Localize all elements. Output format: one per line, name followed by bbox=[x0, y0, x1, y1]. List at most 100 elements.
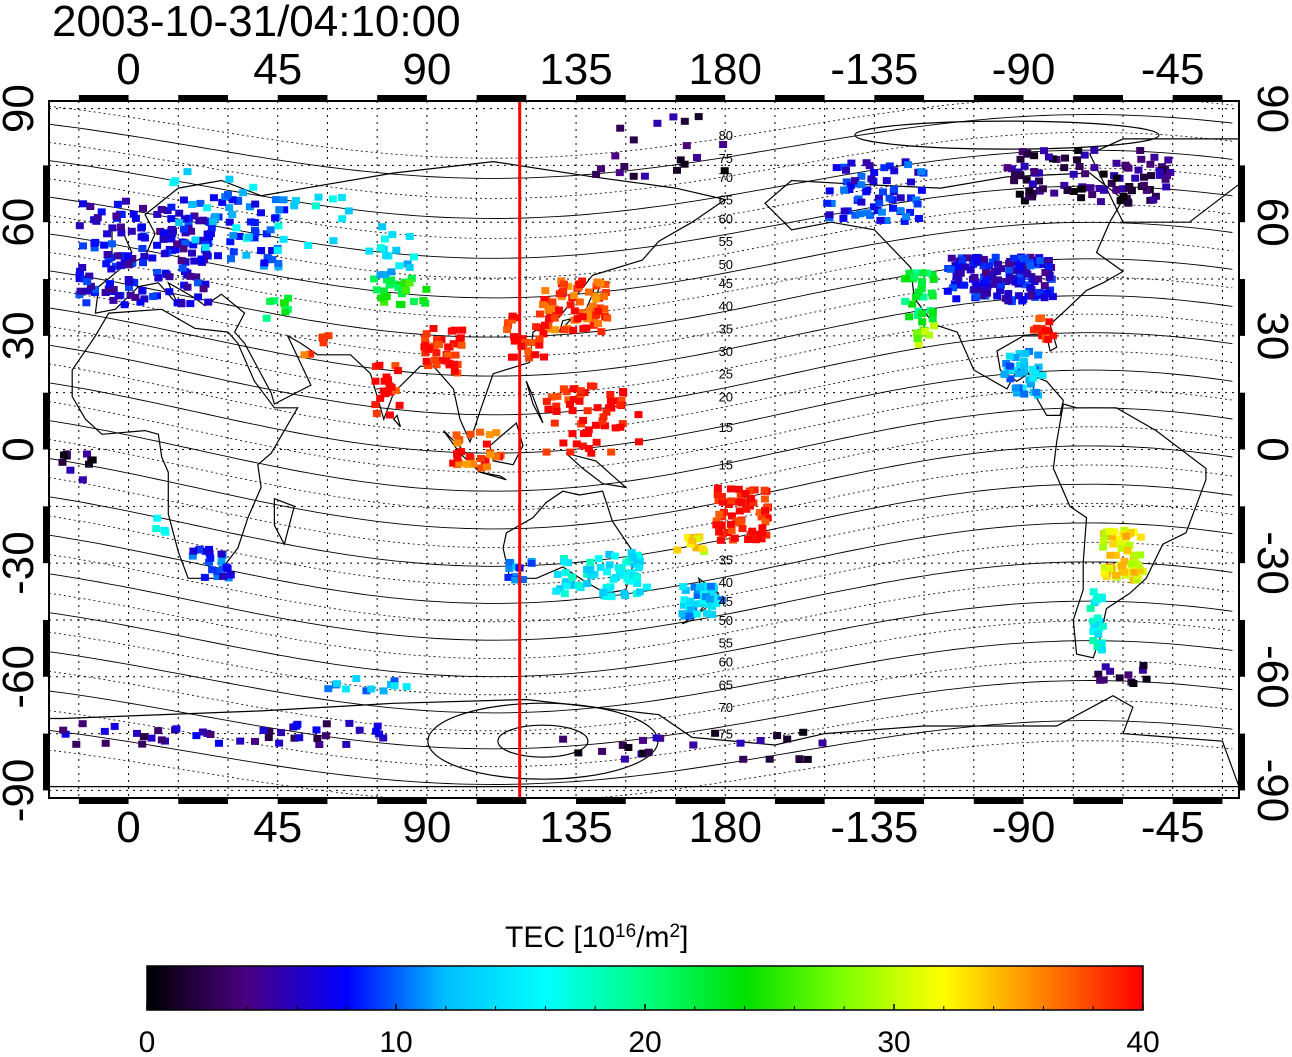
tec-cell bbox=[985, 262, 994, 270]
frame-bar bbox=[675, 798, 726, 804]
tec-cell bbox=[225, 204, 234, 212]
tec-cell bbox=[564, 282, 573, 290]
tec-cell bbox=[737, 517, 746, 525]
tec-cell bbox=[510, 333, 518, 341]
tec-cell bbox=[372, 410, 381, 417]
tec-cell bbox=[906, 208, 915, 216]
tec-cell bbox=[825, 187, 834, 195]
tec-cell bbox=[228, 211, 237, 219]
tec-cell bbox=[443, 352, 452, 360]
tec-cell bbox=[213, 568, 222, 576]
tec-cell bbox=[542, 448, 551, 456]
tec-cell bbox=[314, 193, 323, 201]
tec-cell bbox=[583, 580, 592, 588]
tec-cell bbox=[482, 440, 491, 448]
tec-cell bbox=[1161, 175, 1170, 183]
tec-cell bbox=[862, 188, 871, 196]
tec-cell bbox=[566, 400, 574, 408]
tec-cell bbox=[1111, 551, 1120, 559]
tec-cell bbox=[101, 739, 110, 747]
tec-cell bbox=[988, 258, 997, 266]
tec-cell bbox=[239, 189, 248, 197]
tec-cell bbox=[139, 733, 148, 741]
tec-cell bbox=[184, 223, 193, 231]
tec-cell bbox=[179, 196, 188, 204]
tec-cell bbox=[773, 732, 782, 739]
tec-cell bbox=[547, 393, 556, 401]
tec-cell bbox=[159, 235, 168, 243]
tec-cell bbox=[617, 396, 626, 404]
contour-label: 50 bbox=[719, 613, 733, 628]
tec-cell bbox=[129, 210, 138, 218]
tec-cell bbox=[168, 230, 177, 237]
tec-cell bbox=[160, 229, 169, 237]
tec-cell bbox=[758, 524, 767, 532]
tec-cell bbox=[103, 251, 112, 258]
tec-cell bbox=[1096, 676, 1105, 684]
frame-bar bbox=[43, 733, 49, 791]
tec-cell bbox=[257, 209, 265, 217]
tec-cell bbox=[264, 734, 273, 741]
tec-cell bbox=[492, 429, 501, 437]
tec-cell bbox=[508, 312, 517, 320]
tec-cell bbox=[630, 560, 639, 568]
tec-cell bbox=[386, 388, 395, 396]
tec-cell bbox=[1005, 362, 1014, 370]
tec-cell bbox=[1117, 562, 1126, 570]
tec-cell bbox=[727, 527, 736, 534]
tec-cell bbox=[271, 196, 280, 204]
tec-cell bbox=[328, 195, 337, 203]
tec-cell bbox=[504, 573, 513, 581]
tec-cell bbox=[518, 335, 527, 343]
tec-cell bbox=[803, 755, 812, 763]
tec-cell bbox=[544, 405, 553, 413]
tec-cell bbox=[643, 583, 651, 591]
tec-cell bbox=[591, 421, 600, 429]
tec-cell bbox=[1106, 667, 1115, 675]
tec-cell bbox=[750, 486, 759, 494]
tec-cell bbox=[453, 450, 461, 458]
tec-cell bbox=[718, 498, 727, 506]
tec-cell bbox=[402, 683, 411, 691]
tec-cell bbox=[1016, 155, 1025, 163]
coastline bbox=[525, 381, 544, 424]
tec-cell bbox=[1012, 277, 1021, 285]
tec-cell bbox=[1088, 191, 1097, 199]
tec-cell bbox=[187, 227, 196, 235]
tec-cell bbox=[390, 677, 399, 685]
contour-label: 65 bbox=[719, 192, 733, 207]
tec-cell bbox=[84, 287, 93, 295]
tec-cell bbox=[983, 289, 991, 297]
tec-cell bbox=[1099, 170, 1108, 178]
frame-bar bbox=[43, 619, 49, 677]
tec-cell bbox=[531, 351, 540, 359]
tec-cell bbox=[908, 300, 916, 308]
tec-cell bbox=[633, 580, 642, 587]
tec-cell bbox=[156, 227, 165, 235]
tec-cell bbox=[171, 246, 180, 254]
tec-cell bbox=[633, 551, 642, 559]
tec-cell bbox=[1125, 541, 1134, 549]
tec-cell bbox=[737, 498, 746, 506]
tec-cell bbox=[605, 404, 613, 412]
tec-cell bbox=[338, 215, 347, 223]
tec-cell bbox=[993, 292, 1002, 300]
tec-cell bbox=[352, 675, 361, 682]
tec-cell bbox=[78, 264, 87, 271]
tec-cell bbox=[997, 281, 1005, 289]
tec-cell bbox=[1050, 189, 1059, 197]
tec-cell bbox=[1021, 254, 1030, 262]
tec-cell bbox=[555, 306, 564, 314]
tec-cell bbox=[611, 424, 620, 432]
tec-cell bbox=[1098, 622, 1107, 630]
tec-cell bbox=[541, 287, 550, 295]
tec-cell bbox=[1021, 263, 1030, 271]
tec-cell bbox=[601, 280, 610, 288]
tec-cell bbox=[708, 603, 716, 610]
tec-cell bbox=[907, 194, 915, 202]
tec-cell bbox=[1021, 350, 1030, 357]
tec-cell bbox=[761, 507, 769, 515]
tec-cell bbox=[592, 295, 601, 303]
tec-cell bbox=[716, 536, 725, 544]
tec-cell bbox=[391, 387, 400, 395]
